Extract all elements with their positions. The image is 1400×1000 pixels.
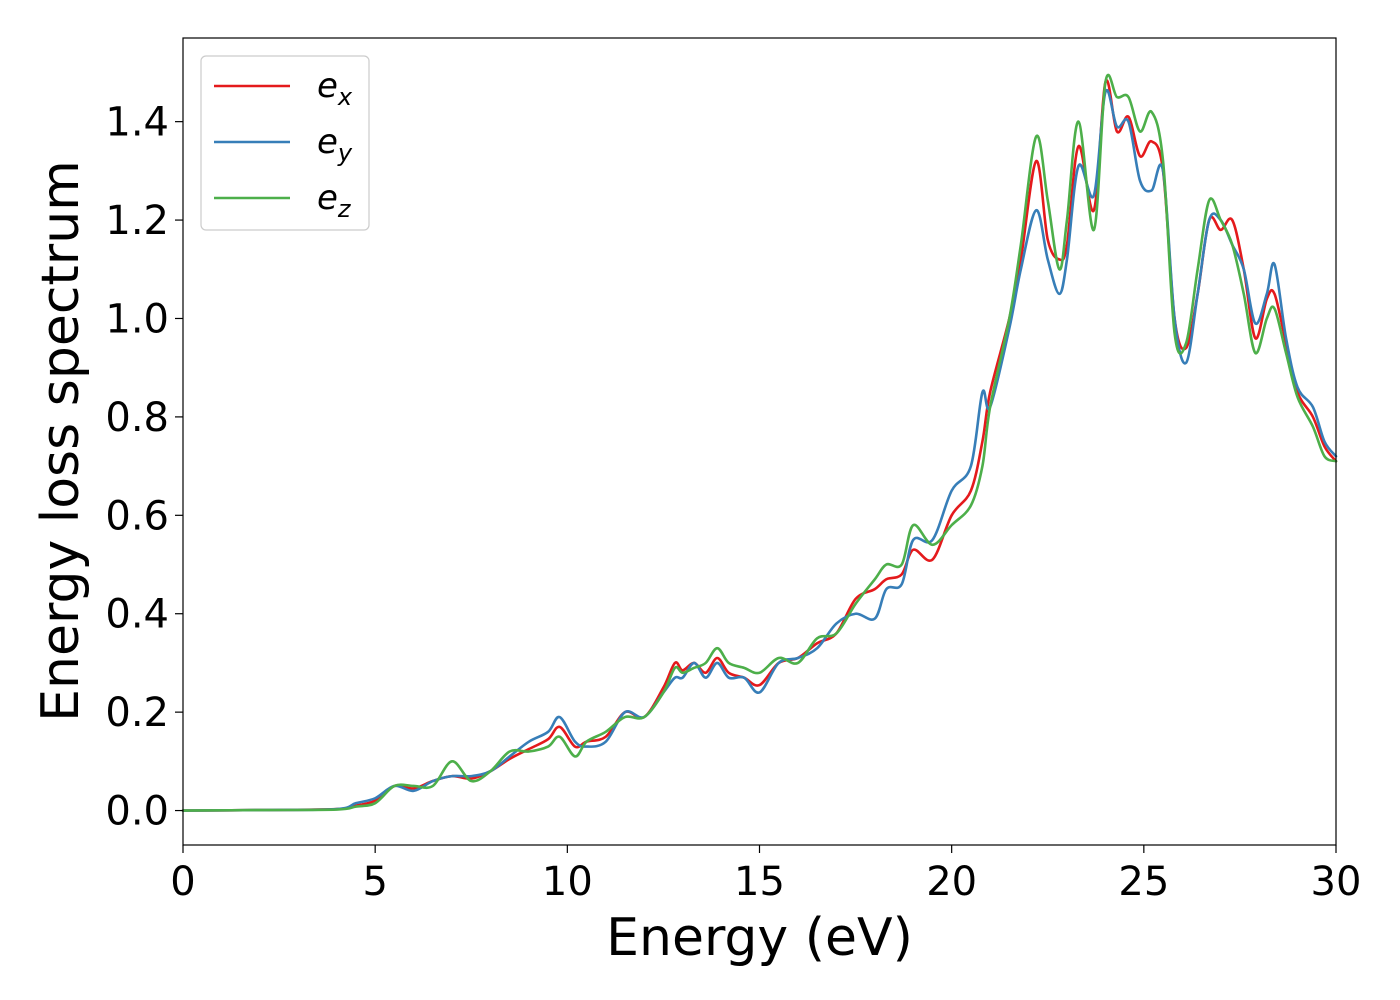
plot-background [183, 38, 1336, 845]
legend: ex ey ez [200, 55, 370, 231]
x-tick-label: 15 [734, 859, 785, 905]
x-tick-label: 10 [542, 859, 593, 905]
x-tick-label: 0 [170, 859, 195, 905]
x-tick-label: 20 [926, 859, 977, 905]
y-tick-label: 0.8 [105, 395, 169, 441]
x-tick-label: 30 [1311, 859, 1362, 905]
y-tick-label: 0.6 [105, 493, 169, 539]
y-axis-label: Energy loss spectrum [31, 160, 91, 722]
x-tick-label: 25 [1118, 859, 1169, 905]
series-layer [181, 73, 1338, 812]
series-line-y [181, 88, 1338, 812]
x-tick-label: 5 [362, 859, 387, 905]
y-tick-label: 0.2 [105, 690, 169, 736]
y-tick-label: 0.0 [105, 789, 169, 835]
legend-label-y: ey [317, 122, 353, 167]
y-tick-label: 0.4 [105, 592, 169, 638]
legend-label-z: ez [317, 178, 352, 223]
x-axis: 0 5 10 15 20 25 30 [170, 845, 1361, 905]
x-axis-label: Energy (eV) [606, 908, 913, 968]
y-tick-label: 1.0 [105, 296, 169, 342]
legend-label-x: ex [317, 66, 353, 111]
series-line-z [181, 73, 1338, 812]
y-tick-label: 1.4 [105, 100, 169, 146]
y-axis: 0.0 0.2 0.4 0.6 0.8 1.0 1.2 1.4 [105, 100, 183, 835]
y-tick-label: 1.2 [105, 198, 169, 244]
